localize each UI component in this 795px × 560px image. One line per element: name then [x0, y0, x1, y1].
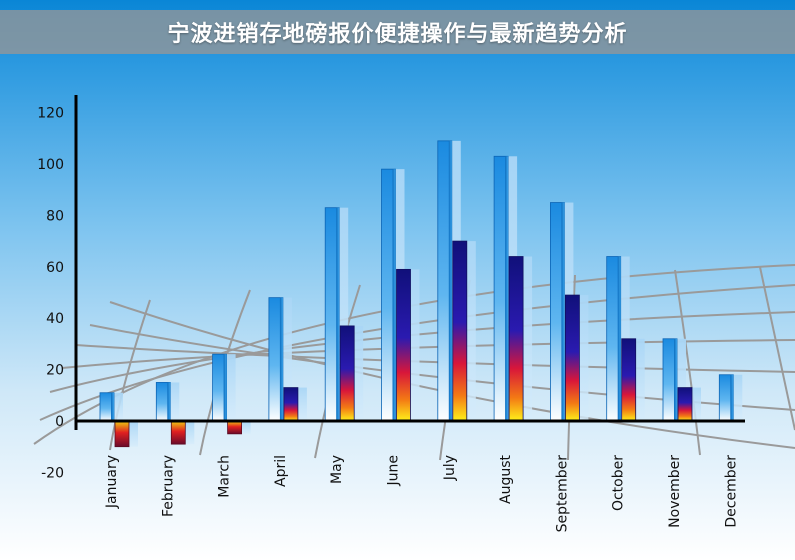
y-tick-label: 100: [37, 157, 64, 173]
bar-ghost: [239, 421, 251, 434]
bar-series1-edge: [392, 169, 396, 421]
x-tick-label-june: June: [386, 455, 402, 487]
x-tick-label-february: February: [160, 455, 176, 517]
bar-series2-august: [508, 256, 524, 422]
bar-series2-april: [283, 387, 299, 422]
bar-series2-march: [227, 420, 243, 435]
x-tick-label-october: October: [611, 455, 627, 511]
bar-ghost: [464, 241, 476, 421]
bar-ghost: [224, 354, 236, 421]
bar-series1-edge: [279, 297, 283, 421]
bar-series2-may: [339, 325, 355, 422]
bar-group-january: [99, 392, 138, 448]
bar-group-march: [212, 353, 251, 435]
bar-series1-edge: [223, 354, 227, 421]
bar-ghost: [280, 297, 292, 421]
bar-series1-edge: [336, 207, 340, 421]
bar-group-july: [437, 140, 476, 422]
x-tick-label-december: December: [723, 455, 739, 528]
bar-ghost: [127, 421, 138, 447]
y-tick-label: 20: [46, 363, 64, 379]
title-banner: 宁波进销存地磅报价便捷操作与最新趋势分析: [0, 10, 795, 54]
axes: [74, 95, 745, 430]
page-title: 宁波进销存地磅报价便捷操作与最新趋势分析: [167, 22, 628, 47]
bar-series1-edge: [674, 338, 677, 421]
bar-series1-edge: [617, 256, 621, 421]
x-tick-label-january: January: [104, 455, 120, 509]
bar-ghost: [352, 325, 364, 421]
grid-radial: [674, 269, 701, 456]
y-tick-label: 60: [46, 260, 64, 276]
bar-series1-edge: [505, 156, 509, 422]
y-tick-label: 80: [46, 208, 64, 224]
bar-ghost: [577, 295, 589, 421]
grid-radial: [759, 266, 795, 431]
x-tick-label-july: July: [442, 455, 458, 481]
bar-group-august: [493, 155, 533, 422]
bar-group-october: [606, 256, 645, 422]
bar-ghost: [633, 338, 645, 421]
bar-ghost: [690, 387, 701, 421]
grid-curve: [61, 339, 795, 369]
bar-series1-edge: [111, 392, 114, 421]
bar-ghost: [731, 374, 743, 421]
bar-series1-edge: [730, 374, 734, 421]
bar-ghost: [112, 392, 123, 421]
bar-group-december: [718, 374, 743, 422]
bar-series1-edge: [561, 202, 565, 421]
x-tick-label-september: September: [554, 455, 570, 533]
bar-ghost: [675, 338, 686, 421]
grid-radial: [109, 299, 151, 451]
bar-ghost: [521, 256, 533, 421]
bar-group-november: [662, 338, 701, 422]
bar-series2-november: [677, 387, 693, 422]
bar-series2-february: [170, 420, 186, 445]
bar-series2-june: [396, 268, 411, 422]
bar-group-may: [324, 207, 364, 422]
x-tick-label-august: August: [498, 454, 514, 504]
x-tick-label-march: March: [217, 455, 233, 498]
bar-series1-edge: [167, 382, 171, 421]
grid-curve: [109, 301, 795, 449]
bar-series1-edge: [448, 140, 452, 421]
bar-ghost: [168, 382, 180, 421]
bar-group-february: [155, 382, 195, 445]
bar-series2-october: [621, 338, 637, 422]
y-tick-label: 40: [46, 311, 64, 327]
bar-ghost: [337, 207, 349, 421]
y-tick-label: 0: [55, 414, 64, 430]
bar-series2-january: [114, 420, 130, 448]
x-tick-label-november: November: [667, 455, 683, 528]
bar-ghost: [408, 269, 420, 421]
y-tick-label: 120: [37, 106, 64, 122]
bar-group-june: [381, 168, 420, 422]
bar-group-september: [550, 202, 589, 422]
x-tick-label-april: April: [273, 455, 289, 487]
bar-series2-september: [565, 294, 580, 422]
bar-series2-july: [452, 240, 468, 422]
y-tick-label: -20: [41, 465, 64, 481]
x-tick-label-may: May: [329, 455, 345, 484]
bar-ghost: [183, 421, 195, 445]
bar-ghost: [295, 387, 307, 421]
